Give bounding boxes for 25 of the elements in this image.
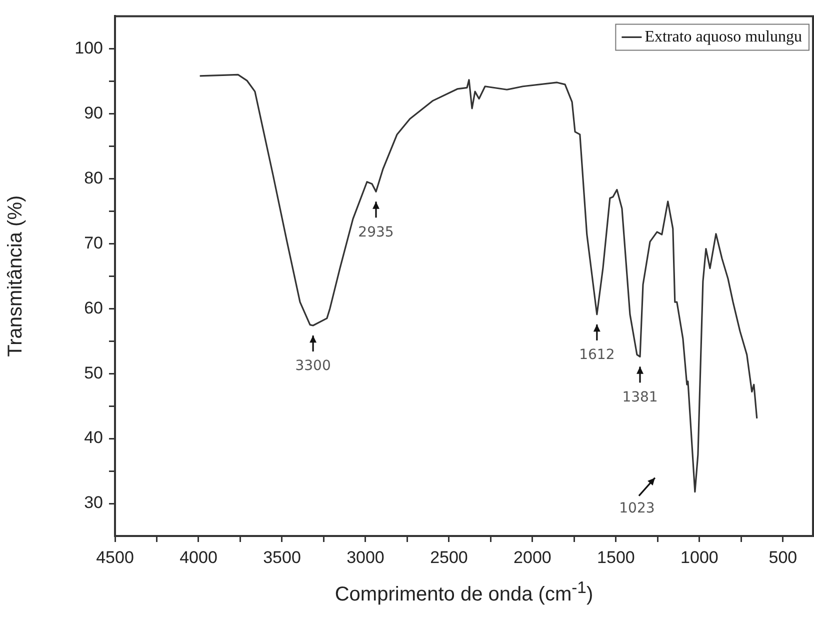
x-tick-label: 3500 [263, 548, 301, 567]
legend-label: Extrato aquoso mulungu [644, 28, 802, 46]
y-tick-label: 30 [84, 493, 103, 512]
x-tick-label: 3000 [346, 548, 384, 567]
y-tick-label: 70 [84, 233, 103, 252]
y-tick-label: 50 [84, 363, 103, 382]
x-tick-label: 1500 [597, 548, 635, 567]
x-tick-label: 4000 [180, 548, 218, 567]
annotation: 1023 [619, 500, 655, 516]
annotation: 3300 [295, 358, 331, 374]
x-tick-label: 2000 [514, 548, 552, 567]
x-tick-label: 4500 [96, 548, 134, 567]
y-tick-label: 60 [84, 298, 103, 318]
annotation: 1381 [622, 389, 658, 406]
x-axis-title: Comprimento de onda (cm$^{-1}$) [334, 578, 594, 607]
annotation: 2935 [358, 224, 394, 240]
x-tick-label: 2500 [430, 548, 468, 567]
y-tick-label: 90 [84, 103, 103, 122]
y-tick-label: 40 [84, 428, 103, 448]
y-axis-title: Transmitância (%) [4, 195, 27, 357]
annotation: 1612 [579, 347, 615, 364]
y-tick-label: 100 [74, 38, 103, 58]
x-tick-label: 500 [768, 548, 798, 567]
y-tick-label: 80 [84, 168, 103, 188]
x-tick-label: 1000 [680, 548, 718, 567]
